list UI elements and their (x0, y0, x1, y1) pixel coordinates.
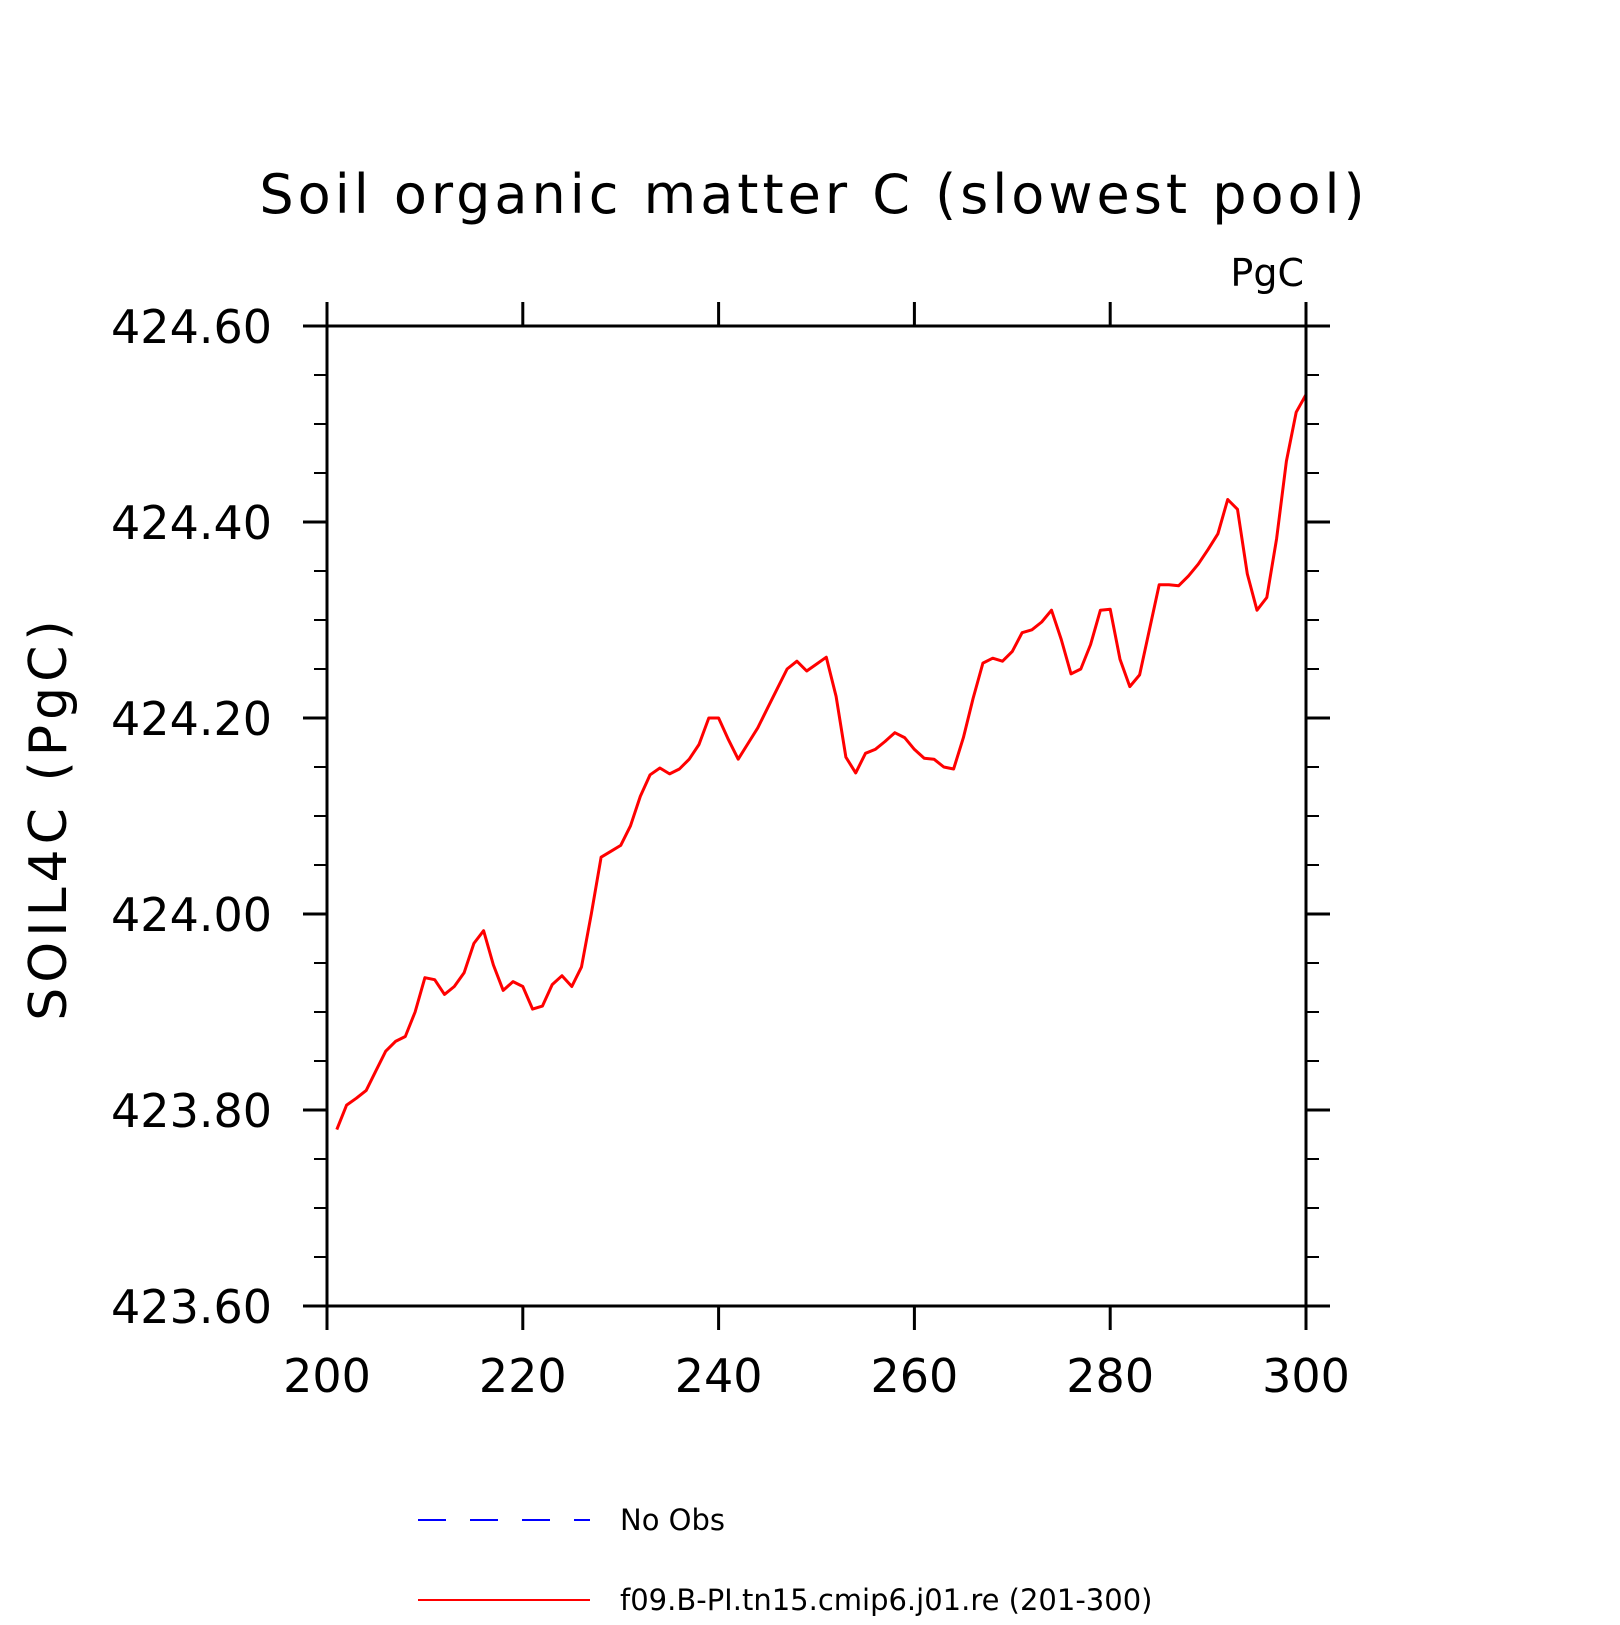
x-tick-label: 300 (1262, 1349, 1350, 1403)
chart-title: Soil organic matter C (slowest pool) (259, 163, 1368, 226)
y-tick-label: 423.60 (111, 1280, 272, 1334)
units-label: PgC (1230, 251, 1304, 295)
x-tick-label: 260 (870, 1349, 958, 1403)
legend: No Obs f09.B-PI.tn15.cmip6.j01.re (201-30… (418, 1503, 1152, 1617)
y-tick-label: 424.00 (111, 888, 272, 942)
y-tick-label: 424.20 (111, 692, 272, 746)
legend-label: f09.B-PI.tn15.cmip6.j01.re (201-300) (620, 1583, 1152, 1617)
axis-tick-labels: 200 220 240 260 280 300 423.60 423.80 424.00 424.… (111, 300, 1350, 1403)
axis-ticks (303, 302, 1330, 1330)
y-tick-label: 424.40 (111, 496, 272, 550)
plot-frame (325, 324, 1308, 1308)
legend-label: No Obs (620, 1503, 725, 1537)
y-tick-label: 424.60 (111, 300, 272, 354)
y-axis-label: SOIL4C (PgC) (19, 615, 79, 1020)
series-line (335, 393, 1308, 1131)
y-tick-label: 423.80 (111, 1084, 272, 1138)
series-layer (335, 393, 1308, 1131)
x-tick-label: 240 (675, 1349, 763, 1403)
x-tick-label: 220 (479, 1349, 567, 1403)
x-tick-label: 280 (1066, 1349, 1154, 1403)
x-tick-label: 200 (283, 1349, 371, 1403)
